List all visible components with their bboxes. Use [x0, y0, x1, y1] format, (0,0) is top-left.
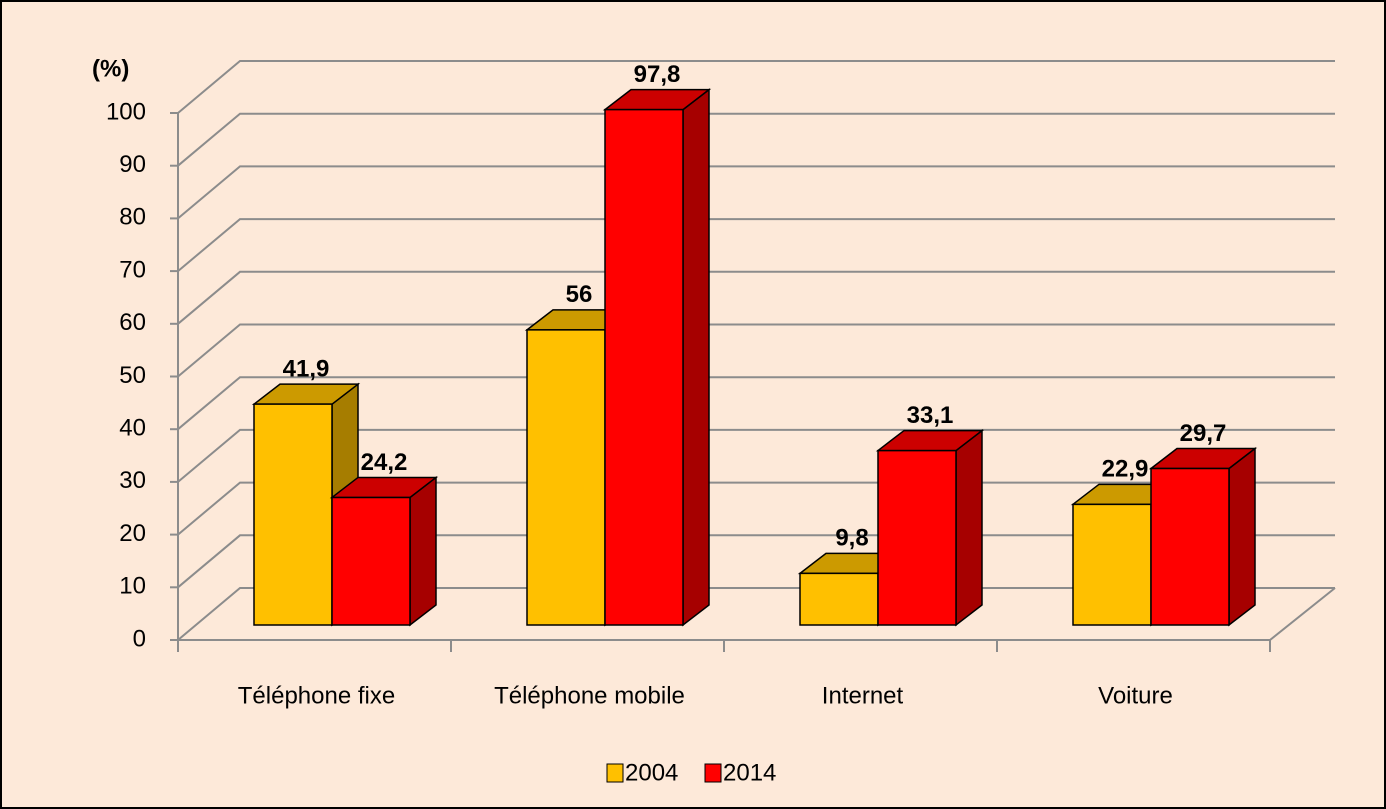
grid-line [177, 270, 1335, 325]
y-tick-label: 10 [119, 573, 146, 600]
y-tick-label: 40 [119, 415, 146, 442]
grid-line [177, 112, 1335, 167]
bar-side [1228, 446, 1256, 627]
x-tick-label: Téléphone mobile [494, 682, 685, 709]
bar [329, 475, 439, 627]
y-tick-label: 70 [119, 256, 146, 283]
bar-side [409, 475, 437, 627]
data-label: 41,9 [283, 356, 330, 383]
bar [875, 429, 985, 627]
bar [602, 88, 712, 627]
grid-line [177, 376, 1335, 430]
y-tick-label: 20 [119, 520, 146, 547]
y-tick-label: 90 [119, 151, 146, 178]
x-tick-label: Voiture [1098, 682, 1173, 709]
x-tick-label: Téléphone fixe [238, 682, 395, 709]
grid-line [177, 165, 1335, 220]
bar-side [682, 88, 710, 627]
data-label: 22,9 [1102, 456, 1149, 483]
legend-label: 2004 [625, 759, 678, 786]
bar-front [331, 496, 411, 626]
grid-line [177, 218, 1335, 272]
legend-swatch [606, 763, 624, 783]
y-tick-label: 50 [119, 362, 146, 389]
data-label: 29,7 [1180, 420, 1227, 447]
y-tick-label: 100 [106, 98, 146, 125]
bar-front [1072, 503, 1152, 626]
y-tick-label: 80 [119, 204, 146, 231]
grid-line [177, 323, 1335, 378]
data-label: 9,8 [835, 525, 868, 552]
y-tick-label: 0 [133, 625, 146, 652]
bar-front [877, 449, 957, 626]
bar-front [604, 108, 684, 626]
data-label: 56 [566, 281, 593, 308]
y-tick-label: 30 [119, 467, 146, 494]
legend-label: 2014 [723, 759, 776, 786]
data-label: 24,2 [361, 449, 408, 476]
data-label: 33,1 [907, 402, 954, 429]
bar-side [955, 429, 983, 627]
y-axis-label: (%) [92, 55, 129, 82]
bar-front [799, 572, 879, 626]
bar [1148, 446, 1258, 627]
bar-front [1150, 467, 1230, 626]
bar-front [253, 403, 333, 626]
grid-line [177, 60, 1335, 114]
bar-front [526, 329, 606, 626]
legend-swatch [704, 763, 722, 783]
y-tick-label: 60 [119, 309, 146, 336]
data-label: 97,8 [634, 61, 681, 88]
x-tick-label: Internet [822, 682, 904, 709]
